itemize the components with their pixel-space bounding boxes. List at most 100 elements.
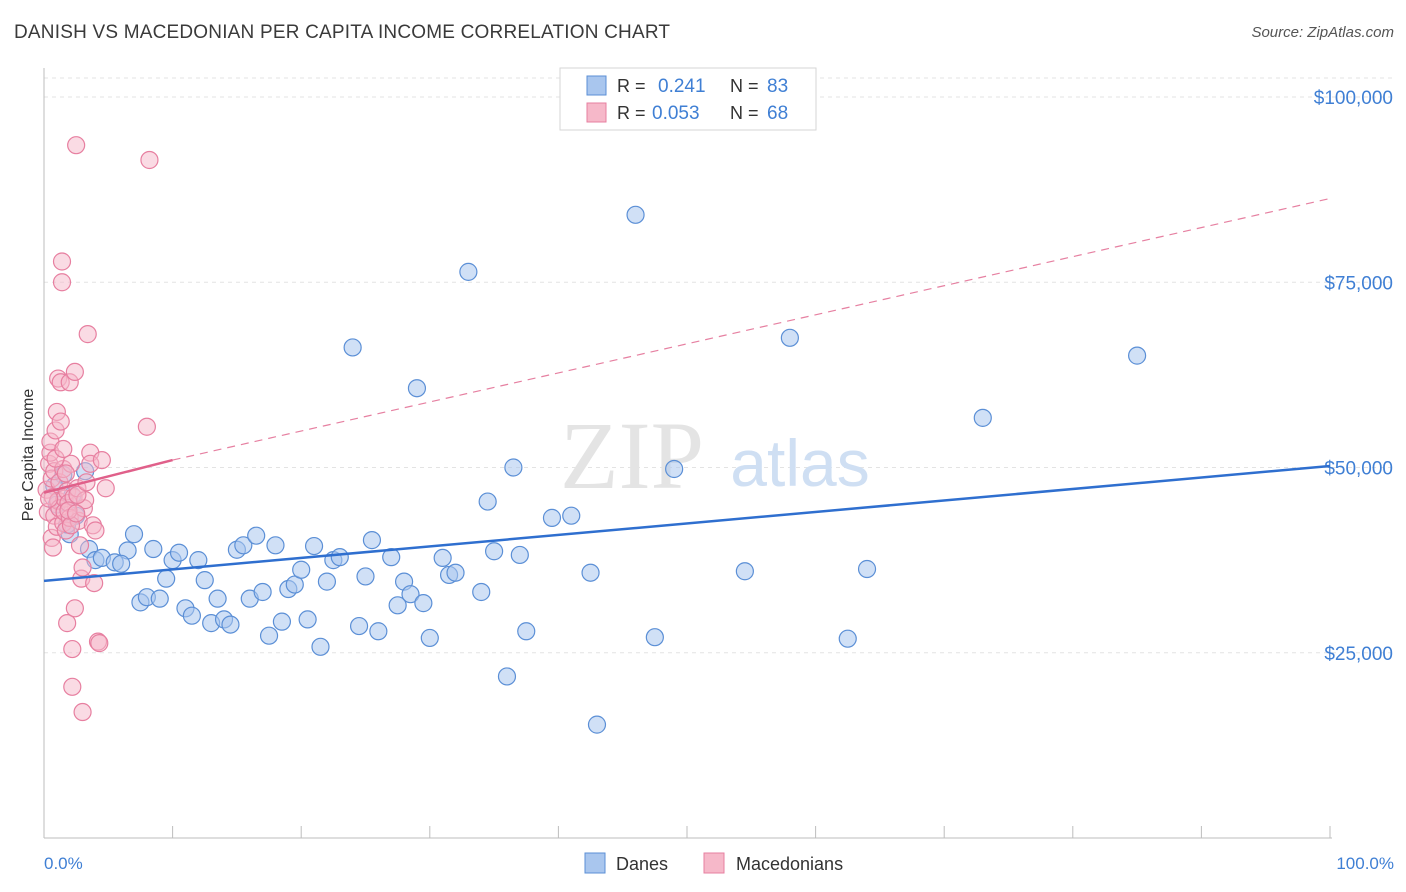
legend-danes-n-label: N =	[730, 76, 759, 96]
watermark-atlas: atlas	[730, 426, 869, 500]
y-tick-label: $50,000	[1324, 459, 1393, 480]
correlation-legend: R = 0.241 N = 83 R = 0.053 N = 68	[559, 67, 817, 131]
y-tick-label: $100,000	[1314, 88, 1393, 109]
macedonians-point	[52, 273, 72, 292]
danes-point	[1127, 346, 1147, 365]
y-axis-title: Per Capita Income	[20, 389, 37, 522]
gridlines	[44, 77, 1392, 654]
danes-point	[517, 622, 536, 641]
danes-point	[735, 562, 754, 581]
danes-point	[266, 536, 285, 555]
macedonians-point	[56, 464, 75, 483]
macedonians-point	[73, 558, 92, 577]
series-legend: Danes Macedonians	[584, 852, 843, 874]
danes-point	[182, 606, 201, 625]
danes-point	[504, 458, 523, 477]
x-axis-ticks	[43, 826, 1331, 838]
danes-point	[124, 525, 144, 544]
danes-point	[838, 629, 857, 648]
macedonians-point	[63, 639, 82, 659]
danes-point	[221, 615, 240, 634]
danes-point	[253, 582, 272, 602]
legend-bottom-danes-label: Danes	[616, 854, 668, 874]
danes-point	[157, 569, 176, 588]
legend-bottom-danes-swatch	[584, 852, 606, 874]
danes-point	[645, 628, 664, 647]
danes-point	[298, 610, 317, 629]
danes-point	[433, 548, 452, 568]
y-tick-label: $25,000	[1324, 644, 1393, 665]
danes-point	[562, 506, 581, 525]
danes-point	[510, 545, 529, 565]
danes-point	[304, 536, 324, 556]
macedonians-trend-extension	[172, 197, 1331, 461]
trend-lines	[43, 197, 1331, 583]
danes-point	[150, 589, 169, 608]
legend-danes-swatch	[586, 75, 607, 96]
danes-point	[272, 612, 292, 631]
danes-point	[388, 596, 407, 615]
danes-point	[292, 560, 311, 579]
danes-point	[459, 262, 478, 281]
danes-point	[234, 536, 253, 555]
danes-point	[247, 526, 266, 545]
watermark: ZIP atlas	[560, 402, 870, 509]
danes-point	[414, 594, 433, 613]
macedonians-point	[58, 614, 77, 633]
macedonians-point	[140, 150, 159, 170]
macedonians-point	[96, 479, 115, 498]
macedonians-point	[86, 521, 105, 540]
x-tick-label-min: 0.0%	[44, 854, 83, 873]
danes-point	[189, 551, 208, 570]
macedonians-point	[137, 417, 156, 436]
macedonians-point	[92, 450, 111, 470]
danes-point	[311, 637, 330, 656]
danes-point	[973, 408, 992, 427]
danes-point	[317, 572, 337, 591]
danes-point	[169, 543, 189, 562]
macedonians-trend-line	[43, 458, 173, 494]
source-label: Source: ZipAtlas.com	[1251, 24, 1394, 41]
danes-point	[780, 328, 799, 347]
danes-point	[349, 616, 369, 636]
legend-mac-n-label: N =	[730, 103, 759, 123]
danes-point	[369, 622, 388, 641]
danes-point	[478, 492, 497, 511]
legend-danes-r-value: 0.241	[658, 76, 706, 97]
danes-point	[144, 539, 163, 559]
danes-point	[407, 379, 427, 398]
y-tick-label: $75,000	[1324, 273, 1393, 294]
legend-bottom-macedonians-label: Macedonians	[736, 854, 843, 874]
legend-mac-r-label: R =	[617, 103, 646, 123]
danes-point	[420, 628, 439, 648]
danes-point	[195, 571, 214, 590]
legend-bottom-macedonians-swatch	[703, 852, 725, 874]
macedonians-point	[54, 439, 73, 459]
danes-point	[362, 531, 382, 550]
macedonians-point	[70, 536, 90, 555]
macedonians-point	[68, 485, 87, 505]
macedonians-point	[65, 362, 84, 382]
danes-point	[343, 338, 362, 357]
danes-point	[485, 542, 504, 561]
chart-title: DANISH VS MACEDONIAN PER CAPITA INCOME C…	[14, 22, 671, 43]
danes-point	[587, 715, 607, 734]
danes-point	[857, 559, 877, 579]
danes-point	[259, 626, 279, 645]
macedonians-point	[78, 325, 97, 344]
danes-point	[472, 582, 491, 602]
legend-mac-r-value: 0.053	[652, 103, 700, 124]
x-tick-label-max: 100.0%	[1336, 854, 1394, 873]
macedonians-point	[85, 573, 104, 593]
watermark-zip: ZIP	[560, 402, 704, 509]
danes-point	[330, 548, 349, 567]
legend-danes-n-value: 83	[767, 76, 788, 97]
macedonians-point	[43, 538, 63, 557]
danes-point	[208, 589, 227, 608]
macedonians-point	[73, 702, 92, 722]
macedonians-point	[51, 412, 70, 431]
danes-trend-line	[43, 464, 1331, 583]
danes-point	[665, 459, 684, 479]
legend-mac-n-value: 68	[767, 103, 788, 124]
danes-point	[497, 667, 517, 686]
